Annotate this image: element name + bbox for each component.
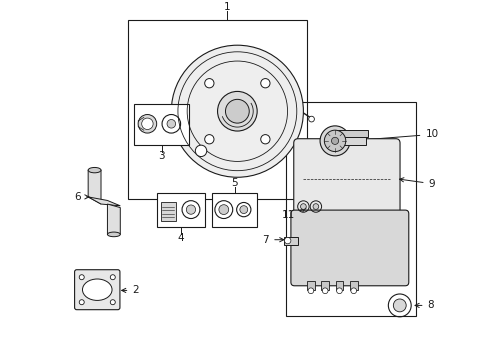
Circle shape bbox=[79, 275, 84, 280]
Circle shape bbox=[260, 78, 269, 88]
Circle shape bbox=[392, 299, 406, 312]
Circle shape bbox=[331, 137, 338, 144]
Circle shape bbox=[138, 114, 156, 133]
Circle shape bbox=[324, 130, 345, 152]
Circle shape bbox=[79, 300, 84, 305]
Text: 5: 5 bbox=[231, 177, 238, 188]
Circle shape bbox=[350, 288, 356, 294]
Circle shape bbox=[260, 135, 269, 144]
Bar bbox=[349, 281, 357, 290]
Circle shape bbox=[308, 116, 314, 122]
Bar bbox=[128, 20, 306, 199]
Circle shape bbox=[240, 206, 247, 213]
Circle shape bbox=[110, 300, 115, 305]
Circle shape bbox=[171, 45, 303, 177]
Text: 11: 11 bbox=[281, 208, 305, 220]
Bar bbox=[160, 202, 175, 221]
Text: 9: 9 bbox=[399, 178, 434, 189]
Circle shape bbox=[217, 91, 257, 131]
Circle shape bbox=[204, 78, 214, 88]
Circle shape bbox=[307, 288, 313, 294]
Text: 7: 7 bbox=[262, 235, 283, 245]
Circle shape bbox=[219, 205, 228, 215]
Text: 4: 4 bbox=[178, 233, 184, 243]
Text: 8: 8 bbox=[414, 300, 433, 310]
Circle shape bbox=[186, 205, 195, 214]
Ellipse shape bbox=[88, 167, 101, 173]
Ellipse shape bbox=[107, 232, 120, 237]
FancyBboxPatch shape bbox=[75, 270, 120, 310]
Circle shape bbox=[110, 275, 115, 280]
Circle shape bbox=[320, 126, 349, 156]
Text: 2: 2 bbox=[122, 285, 139, 296]
Circle shape bbox=[336, 288, 342, 294]
Bar bbox=[134, 104, 189, 145]
Bar bbox=[212, 193, 257, 227]
Ellipse shape bbox=[82, 279, 112, 300]
Text: 3: 3 bbox=[158, 151, 164, 161]
Bar bbox=[336, 136, 366, 145]
Bar bbox=[335, 130, 367, 136]
FancyBboxPatch shape bbox=[290, 210, 408, 286]
Polygon shape bbox=[107, 204, 120, 234]
Text: 6: 6 bbox=[74, 192, 89, 202]
Circle shape bbox=[300, 204, 305, 210]
FancyBboxPatch shape bbox=[293, 139, 399, 226]
Text: 1: 1 bbox=[223, 2, 229, 12]
Circle shape bbox=[167, 120, 175, 128]
Circle shape bbox=[142, 118, 153, 130]
Bar bbox=[283, 237, 297, 244]
Circle shape bbox=[322, 288, 327, 294]
Bar bbox=[157, 193, 205, 227]
Text: 10: 10 bbox=[353, 130, 438, 142]
Circle shape bbox=[284, 237, 290, 244]
Bar bbox=[306, 281, 314, 290]
Circle shape bbox=[204, 135, 214, 144]
Polygon shape bbox=[88, 170, 101, 204]
Circle shape bbox=[312, 204, 318, 210]
Polygon shape bbox=[88, 197, 120, 206]
Circle shape bbox=[225, 99, 249, 123]
Bar bbox=[321, 281, 328, 290]
Circle shape bbox=[195, 145, 206, 157]
Bar bbox=[335, 281, 343, 290]
Bar bbox=[285, 102, 415, 316]
